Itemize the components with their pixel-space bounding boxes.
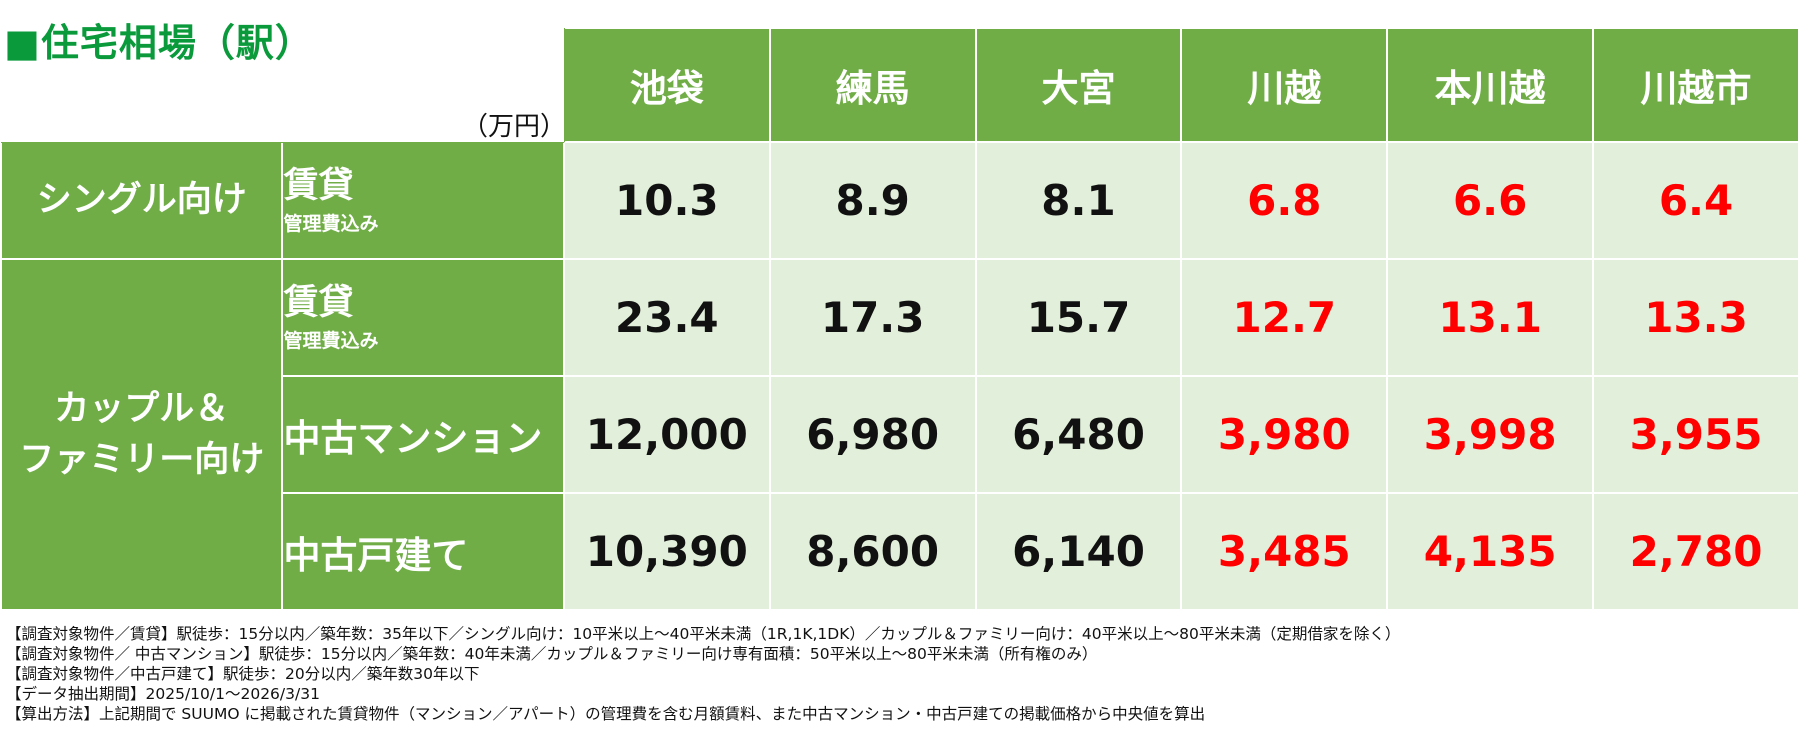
footnote-line: 【調査対象物件／中古戸建て】駅徒歩：20分以内／築年数30年以下 xyxy=(6,665,480,683)
price-table: 池袋 練馬 大宮 川越 本川越 川越市 シングル向け 賃貸 管理費込み 10.3… xyxy=(0,27,1800,611)
row-label: 賃貸 管理費込み xyxy=(281,258,565,377)
group-label-family: カップル＆ ファミリー向け xyxy=(0,258,284,611)
group-label-single: シングル向け xyxy=(0,141,284,260)
row-label: 中古戸建て xyxy=(281,492,565,611)
value-cell: 8.1 xyxy=(974,141,1183,260)
unit-label: （万円） xyxy=(462,112,567,142)
value-cell-highlight: 3,998 xyxy=(1386,375,1595,494)
station-header-kawagoe: 川越 xyxy=(1180,27,1389,143)
group-label-text-line1: カップル＆ xyxy=(54,388,230,429)
footnote-line: 【算出方法】上記期間で SUUMO に掲載された賃貸物件（マンション／アパート）… xyxy=(6,705,1206,723)
row-label-text: 賃貸 xyxy=(283,283,354,323)
value-cell-highlight: 4,135 xyxy=(1386,492,1595,611)
value-cell-highlight: 2,780 xyxy=(1592,492,1800,611)
station-header-hon-kawagoe: 本川越 xyxy=(1386,27,1595,143)
value-cell-highlight: 3,955 xyxy=(1592,375,1800,494)
value-cell: 10,390 xyxy=(562,492,771,611)
value-cell: 12,000 xyxy=(562,375,771,494)
row-label-note: 管理費込み xyxy=(283,330,379,352)
station-header-omiya: 大宮 xyxy=(974,27,1183,143)
value-cell-highlight: 13.3 xyxy=(1592,258,1800,377)
header-spacer xyxy=(282,28,563,142)
value-cell-highlight: 6.6 xyxy=(1386,141,1595,260)
table-row: 中古マンション 12,000 6,980 6,480 3,980 3,998 3… xyxy=(1,375,1800,494)
table-row: 中古戸建て 10,390 8,600 6,140 3,485 4,135 2,7… xyxy=(1,492,1800,611)
row-label: 中古マンション xyxy=(281,375,565,494)
page-title: ■住宅相場（駅） xyxy=(4,21,314,65)
value-cell: 6,980 xyxy=(768,375,977,494)
value-cell: 6,140 xyxy=(974,492,1183,611)
header-row: 池袋 練馬 大宮 川越 本川越 川越市 xyxy=(1,27,1800,143)
table-row: カップル＆ ファミリー向け 賃貸 管理費込み 23.4 17.3 15.7 12… xyxy=(0,258,1800,611)
value-cell: 6,480 xyxy=(974,375,1183,494)
value-cell-highlight: 13.1 xyxy=(1386,258,1595,377)
value-cell-highlight: 3,485 xyxy=(1180,492,1389,611)
table-row: シングル向け 賃貸 管理費込み 10.3 8.9 8.1 6.8 6.6 6.4 xyxy=(0,141,1800,260)
header-spacer xyxy=(1,28,282,142)
group-label-text-line2: ファミリー向け xyxy=(19,439,265,480)
value-cell-highlight: 6.8 xyxy=(1180,141,1389,260)
value-cell: 10.3 xyxy=(562,141,771,260)
footnote-line: 【調査対象物件／ 中古マンション】駅徒歩：15分以内／築年数：40年未満／カップ… xyxy=(6,645,1098,663)
value-cell: 8,600 xyxy=(768,492,977,611)
footnote-line: 【データ抽出期間】2025/10/1～2026/3/31 xyxy=(6,685,320,703)
station-header-kawagoeshi: 川越市 xyxy=(1592,27,1800,143)
value-cell-highlight: 6.4 xyxy=(1592,141,1800,260)
value-cell-highlight: 12.7 xyxy=(1180,258,1389,377)
footnotes: 【調査対象物件／賃貸】駅徒歩：15分以内／築年数：35年以下／シングル向け：10… xyxy=(6,624,1400,724)
value-cell: 15.7 xyxy=(974,258,1183,377)
value-cell: 17.3 xyxy=(768,258,977,377)
row-label-text: 賃貸 xyxy=(283,166,354,206)
value-cell-highlight: 3,980 xyxy=(1180,375,1389,494)
footnote-line: 【調査対象物件／賃貸】駅徒歩：15分以内／築年数：35年以下／シングル向け：10… xyxy=(6,625,1401,643)
group-label-text: シングル向け xyxy=(36,180,247,221)
value-cell: 23.4 xyxy=(562,258,771,377)
station-header-ikebukuro: 池袋 xyxy=(562,27,771,143)
station-header-nerima: 練馬 xyxy=(768,27,977,143)
row-label: 賃貸 管理費込み xyxy=(281,141,565,260)
row-label-note: 管理費込み xyxy=(283,213,379,235)
value-cell: 8.9 xyxy=(768,141,977,260)
